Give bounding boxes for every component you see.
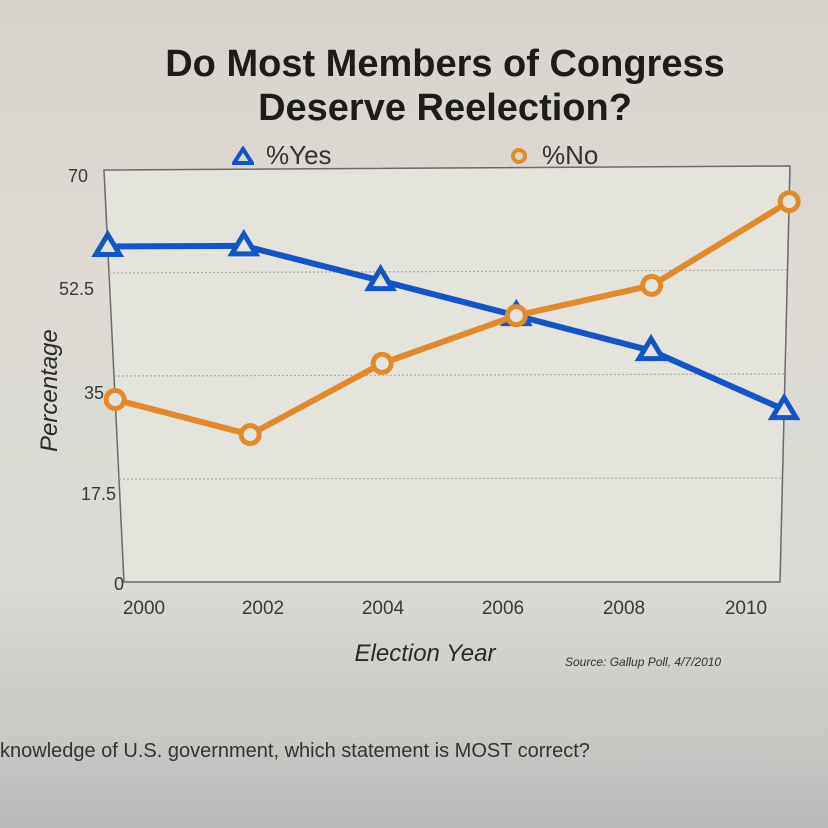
- chart-title: Do Most Members of Congress Deserve Reel…: [100, 42, 790, 130]
- source-annotation: Source: Gallup Poll, 4/7/2010: [565, 655, 722, 669]
- series-line-no: [114, 199, 791, 438]
- data-point-no: [504, 304, 528, 328]
- data-point-yes: [91, 229, 125, 258]
- gridline: [118, 477, 783, 480]
- x-tick-label: 2010: [724, 598, 768, 619]
- y-tick-label: 0: [113, 574, 124, 594]
- legend-item-yes: %Yes: [232, 140, 332, 171]
- x-axis-label: Election Year: [354, 640, 496, 667]
- series-line-yes: [107, 242, 786, 413]
- x-tick-label: 2000: [122, 598, 166, 619]
- chart-title-line-1: Do Most Members of Congress: [165, 43, 725, 85]
- circle-marker-icon: [511, 147, 527, 164]
- y-tick-label: 52.5: [58, 279, 94, 299]
- x-tick-label: 2006: [481, 598, 525, 619]
- legend-label-yes: %Yes: [266, 140, 332, 170]
- data-point-yes: [364, 263, 397, 292]
- chart-title-line-2: Deserve Reelection?: [258, 87, 632, 129]
- x-tick-label: 2002: [241, 598, 285, 619]
- y-tick-label: 70: [67, 166, 88, 186]
- data-point-no: [370, 351, 394, 375]
- data-point-yes: [634, 333, 668, 362]
- data-point-yes: [767, 392, 801, 421]
- legend-item-no: %No: [508, 140, 598, 171]
- legend-label-no: %No: [542, 140, 599, 170]
- x-tick-label: 2008: [602, 598, 646, 619]
- data-point-yes: [227, 229, 261, 257]
- data-point-no: [238, 423, 262, 447]
- y-axis-label: Percentage: [36, 329, 63, 452]
- data-point-no: [777, 190, 801, 214]
- data-point-no: [640, 273, 664, 297]
- question-text: knowledge of U.S. government, which stat…: [0, 740, 590, 762]
- y-tick-label: 17.5: [80, 484, 116, 504]
- triangle-marker-icon: [232, 145, 254, 165]
- plot-area: [103, 165, 791, 583]
- data-point-no: [103, 388, 127, 412]
- x-tick-label: 2004: [361, 598, 405, 619]
- y-tick-label: 35: [83, 383, 104, 403]
